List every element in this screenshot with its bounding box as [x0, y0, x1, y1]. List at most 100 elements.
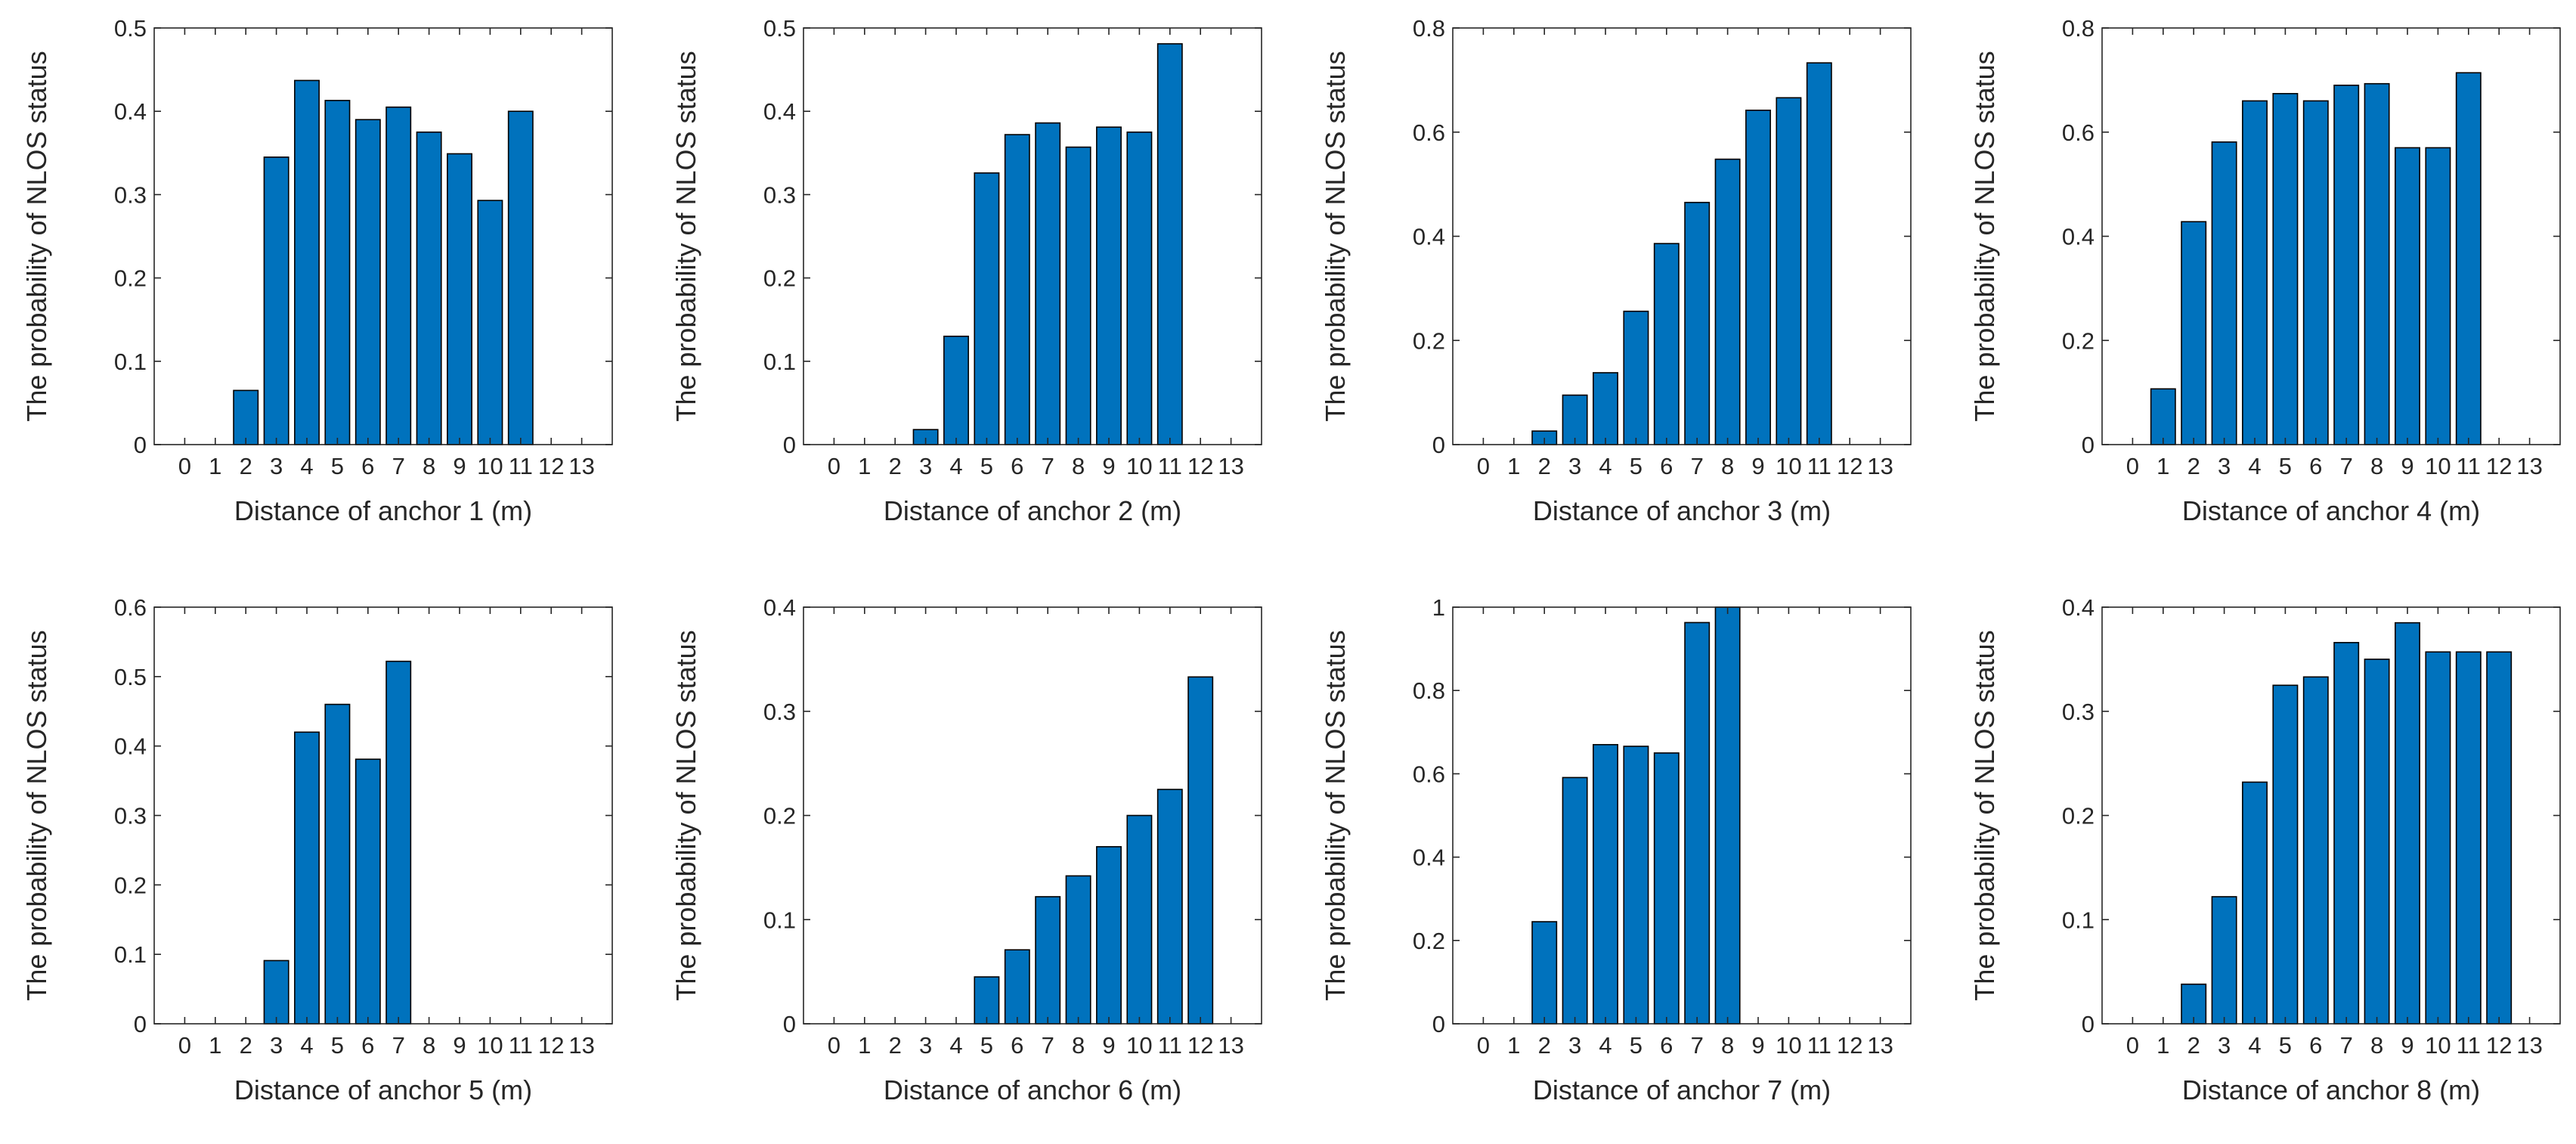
x-tick-label: 11	[1158, 453, 1182, 479]
x-tick-label: 5	[1630, 453, 1643, 479]
x-tick-label: 3	[270, 1032, 283, 1059]
bar-3	[2211, 896, 2237, 1025]
y-tick-label: 0.2	[114, 872, 147, 898]
x-tick-label: 1	[1507, 453, 1520, 479]
bar-11	[2455, 72, 2482, 445]
x-tick-label: 8	[423, 453, 435, 479]
x-tick-label: 7	[1042, 1032, 1054, 1059]
x-tick-label: 11	[509, 1032, 533, 1059]
axes-background	[803, 28, 1262, 445]
bar-5	[2272, 684, 2299, 1025]
x-tick-label: 1	[2156, 453, 2169, 479]
x-tick-label: 7	[392, 1032, 405, 1059]
bar-4	[1593, 744, 1618, 1025]
y-tick-label: 0.2	[2062, 803, 2095, 829]
x-tick-label: 9	[1751, 453, 1764, 479]
y-tick-label: 0.2	[1413, 327, 1445, 354]
x-tick-label: 0	[2126, 453, 2139, 479]
bar-8	[1714, 158, 1741, 445]
y-tick-label: 0.2	[2062, 327, 2095, 354]
x-tick-label: 8	[1072, 453, 1085, 479]
bar-5	[1623, 310, 1649, 445]
x-tick-label: 2	[240, 453, 252, 479]
x-tick-label: 13	[1867, 453, 1893, 479]
x-tick-label: 2	[1538, 1032, 1551, 1059]
y-tick-label: 0.2	[114, 265, 147, 292]
x-axis-label: Distance of anchor 6 (m)	[884, 1074, 1181, 1105]
bar-4	[1593, 372, 1618, 445]
bar-10	[1776, 97, 1802, 445]
subplot-7: 0 1 2 3 4 5 6 7 8 9 10 11 12 1300.20.40.60.81Distance…	[1320, 594, 1912, 1105]
bar-12	[1187, 676, 1214, 1025]
x-tick-label: 13	[568, 453, 594, 479]
x-tick-label: 8	[1721, 1032, 1734, 1059]
x-tick-label: 13	[2516, 453, 2542, 479]
y-tick-label: 0.2	[763, 803, 796, 829]
x-tick-label: 6	[361, 453, 374, 479]
x-tick-label: 1	[1507, 1032, 1520, 1059]
subplot-1: 0 1 2 3 4 5 6 7 8 9 10 11 12 1300.10.20.30.40.5Distan…	[21, 15, 613, 526]
x-tick-label: 6	[1660, 1032, 1673, 1059]
x-tick-label: 8	[1072, 1032, 1085, 1059]
x-tick-label: 0	[178, 453, 191, 479]
y-tick-label: 0.8	[1413, 15, 1445, 42]
y-tick-label: 0.4	[1413, 845, 1445, 871]
y-tick-label: 0.4	[114, 98, 147, 125]
x-tick-label: 11	[1158, 1032, 1182, 1059]
bar-3	[2211, 141, 2237, 445]
bar-6	[355, 758, 381, 1025]
axes-background	[154, 607, 612, 1024]
y-tick-label: 0.1	[763, 349, 796, 375]
x-tick-label: 10	[477, 1032, 503, 1059]
y-tick-label: 0	[1432, 432, 1445, 458]
x-tick-label: 1	[2156, 1032, 2169, 1059]
x-tick-label: 0	[178, 1032, 191, 1059]
x-tick-label: 13	[568, 1032, 594, 1059]
x-tick-label: 10	[1776, 453, 1801, 479]
x-tick-label: 13	[1218, 453, 1243, 479]
x-tick-label: 0	[1477, 453, 1490, 479]
x-tick-label: 8	[1721, 453, 1734, 479]
x-tick-label: 2	[889, 453, 902, 479]
x-tick-label: 2	[1538, 453, 1551, 479]
bar-6	[355, 119, 381, 445]
axes-background	[2102, 28, 2560, 445]
x-tick-label: 2	[240, 1032, 252, 1059]
x-tick-label: 9	[1102, 453, 1115, 479]
y-tick-label: 0.8	[1413, 677, 1445, 704]
x-tick-label: 5	[980, 453, 993, 479]
x-tick-label: 7	[2340, 453, 2353, 479]
x-tick-label: 9	[453, 1032, 466, 1059]
subplot-4: 0 1 2 3 4 5 6 7 8 9 10 11 12 1300.20.40.60.8Distance …	[1969, 15, 2561, 526]
bar-10	[2425, 651, 2451, 1025]
y-tick-label: 1	[1432, 594, 1445, 621]
y-tick-label: 0	[1432, 1011, 1445, 1037]
y-axis-label: The probability of NLOS status	[1320, 51, 1351, 421]
subplot-6: 0 1 2 3 4 5 6 7 8 9 10 11 12 1300.10.20.30.4Distance …	[670, 594, 1262, 1105]
x-tick-label: 12	[538, 1032, 564, 1059]
x-tick-label: 4	[2248, 453, 2261, 479]
x-tick-label: 6	[1660, 453, 1673, 479]
x-tick-label: 6	[2309, 1032, 2322, 1059]
x-axis-label: Distance of anchor 5 (m)	[234, 1074, 532, 1105]
x-tick-label: 3	[2218, 453, 2231, 479]
x-tick-label: 9	[2401, 453, 2413, 479]
subplot-3: 0 1 2 3 4 5 6 7 8 9 10 11 12 1300.20.40.60.8Distance …	[1320, 15, 1912, 526]
x-tick-label: 3	[1568, 1032, 1581, 1059]
x-tick-label: 3	[1568, 453, 1581, 479]
x-tick-label: 10	[1126, 1032, 1152, 1059]
y-tick-label: 0.3	[114, 803, 147, 829]
axes-background	[1453, 28, 1911, 445]
bar-9	[447, 153, 472, 445]
y-tick-label: 0.1	[2062, 907, 2095, 933]
y-tick-label: 0	[134, 432, 147, 458]
y-tick-label: 0	[134, 1011, 147, 1037]
x-tick-label: 13	[1867, 1032, 1893, 1059]
bar-8	[1065, 146, 1091, 445]
x-tick-label: 1	[858, 453, 871, 479]
bar-7	[385, 106, 412, 445]
y-tick-label: 0	[783, 1011, 796, 1037]
x-tick-label: 10	[1126, 453, 1152, 479]
x-tick-label: 11	[1807, 1032, 1831, 1059]
subplot-5: 0 1 2 3 4 5 6 7 8 9 10 11 12 1300.10.20.30.40.50.6Dis…	[21, 594, 613, 1105]
